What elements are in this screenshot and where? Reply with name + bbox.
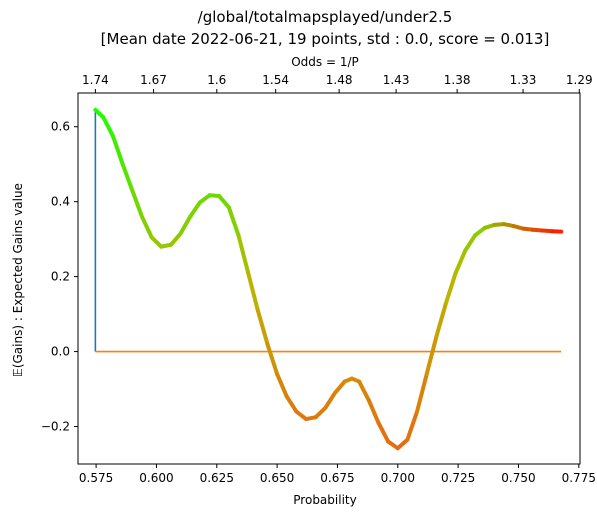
curve-segment (168, 231, 183, 247)
curve-segment (313, 405, 328, 420)
curve-segment (110, 134, 125, 167)
y-tick-label: 0.6 (51, 120, 70, 134)
curve-segment (265, 342, 280, 377)
curve-segment (178, 214, 193, 236)
curve-segment (463, 233, 478, 253)
axes: 0.575 0.600 0.625 0.650 0.675 0.700 0.725 0.750… (41, 73, 596, 485)
top-tick-label: 1.54 (262, 73, 289, 87)
curve-segment (226, 205, 241, 238)
curve-segment (275, 372, 289, 399)
chart-title-line2: [Mean date 2022-06-21, 19 points, std : … (101, 30, 550, 48)
y-tick-label: 0.2 (51, 270, 70, 284)
curve-segment (130, 188, 144, 219)
curve-segment (236, 233, 251, 275)
curve-segment (395, 437, 410, 451)
title: /global/totalmapsplayed/under2.5 [Mean d… (101, 8, 550, 48)
curve-segment (357, 379, 371, 403)
curve-segment (217, 194, 231, 210)
curve-segment (415, 372, 429, 414)
top-tick-label: 1.43 (383, 73, 410, 87)
x-tick-label: 0.775 (562, 471, 596, 485)
curve-segment (101, 115, 115, 139)
chart-title-line1: /global/totalmapsplayed/under2.5 (198, 8, 453, 26)
curve-segment (246, 270, 260, 313)
x-tick-label: 0.600 (139, 471, 173, 485)
curve-segment (444, 270, 458, 305)
curve-segment (424, 334, 439, 377)
x-tick-label: 0.750 (501, 471, 535, 485)
top-tick-label: 1.29 (566, 73, 593, 87)
x-tick-label: 0.725 (441, 471, 475, 485)
x-tick-label: 0.650 (260, 471, 294, 485)
curve-segment (188, 200, 202, 219)
curve-segment (139, 214, 154, 240)
curve-segment (323, 390, 338, 410)
y-axis-label: 𝔼(Gains) : Expected Gains value (11, 183, 25, 377)
curve-segment (434, 300, 449, 339)
top-tick-label: 1.38 (444, 73, 471, 87)
x-tick-label: 0.625 (200, 471, 234, 485)
x-axis-label: Probability (293, 493, 356, 507)
top-tick-label: 1.74 (82, 73, 109, 87)
curve-segment (376, 420, 391, 444)
x-tick-label: 0.700 (381, 471, 415, 485)
plot-frame (77, 92, 581, 465)
curve-segment (294, 409, 309, 422)
top-tick-label: 1.48 (326, 73, 353, 87)
y-tick-label: 0.4 (51, 195, 70, 209)
curve-segment (473, 225, 487, 238)
y-tick-label: 0.0 (51, 345, 70, 359)
curve-segment (120, 162, 135, 193)
curve-segment (366, 398, 381, 425)
plot-area (93, 107, 564, 451)
curve-segment (255, 308, 270, 347)
y-tick-label: −0.2 (41, 420, 70, 434)
curve-segment (149, 235, 164, 249)
top-axis-label: Odds = 1/P (291, 55, 359, 69)
curve-segment (284, 394, 299, 414)
curve-segment (333, 379, 347, 395)
top-tick-label: 1.67 (140, 73, 167, 87)
curve-segment (453, 248, 468, 275)
x-tick-label: 0.575 (79, 471, 113, 485)
top-tick-label: 1.33 (510, 73, 537, 87)
x-tick-label: 0.675 (320, 471, 354, 485)
curve-segment (405, 409, 420, 442)
top-tick-label: 1.6 (207, 73, 226, 87)
